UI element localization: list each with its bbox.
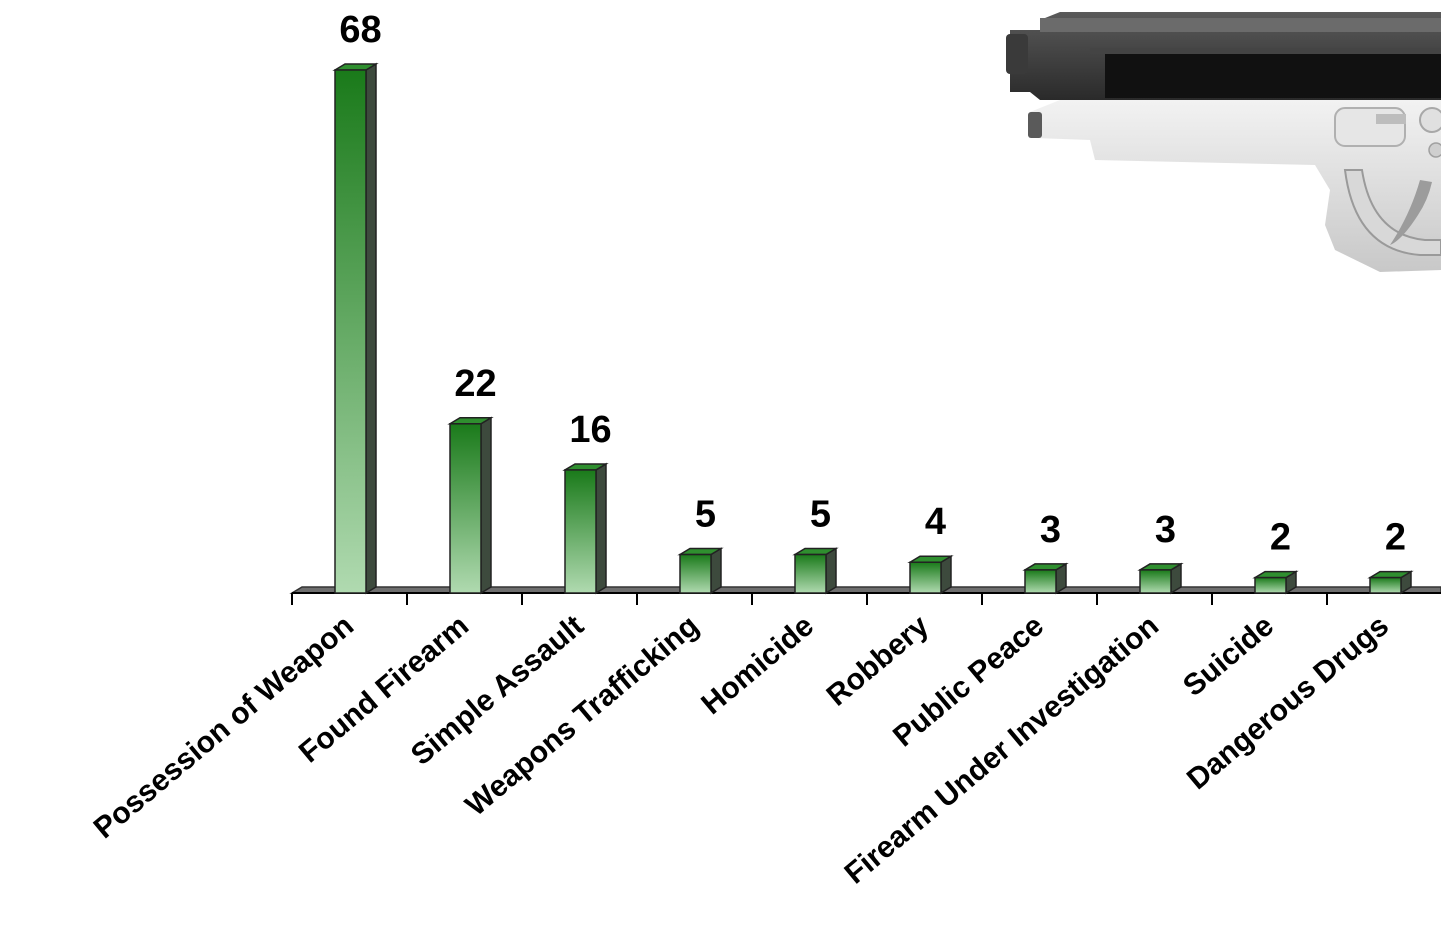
x-axis (291, 592, 1441, 605)
data-label: 4 (925, 501, 946, 543)
bar-side (710, 547, 722, 595)
pistol-illustration (1006, 12, 1441, 272)
bar-side (365, 62, 377, 595)
bar-front (1369, 576, 1402, 594)
bar-front (1254, 576, 1287, 594)
category-label: Suicide (1177, 609, 1280, 703)
data-label: 22 (454, 363, 496, 405)
bar-side (595, 462, 607, 595)
category-label: Weapons Trafficking (459, 609, 705, 823)
data-label: 5 (810, 494, 831, 536)
data-label: 2 (1270, 517, 1291, 559)
bar-side (825, 547, 837, 595)
bar (447, 416, 494, 595)
data-label: 3 (1040, 509, 1061, 551)
data-label: 3 (1155, 509, 1176, 551)
bar (1022, 562, 1069, 595)
category-label: Homicide (695, 609, 820, 721)
bar-front (449, 423, 482, 594)
bar-front (564, 469, 597, 594)
data-label: 5 (695, 494, 716, 536)
bar-side (480, 416, 492, 595)
bar (332, 62, 379, 595)
category-label: Dangerous Drugs (1181, 609, 1395, 796)
bar (677, 547, 724, 595)
bar (907, 554, 954, 595)
bar (1137, 562, 1184, 595)
bar (792, 547, 839, 595)
bar-front (1024, 569, 1057, 594)
bar-front (679, 553, 712, 594)
bar-front (794, 553, 827, 594)
bars-group (332, 62, 1414, 595)
data-label: 2 (1385, 517, 1406, 559)
bar (1367, 570, 1414, 595)
bar-front (1139, 569, 1172, 594)
data-label: 16 (569, 409, 611, 451)
bar (1252, 570, 1299, 595)
data-label: 68 (339, 9, 381, 51)
bar-front (334, 69, 367, 594)
category-label: Robbery (821, 609, 936, 713)
bar (562, 462, 609, 595)
bar-front (909, 561, 942, 594)
